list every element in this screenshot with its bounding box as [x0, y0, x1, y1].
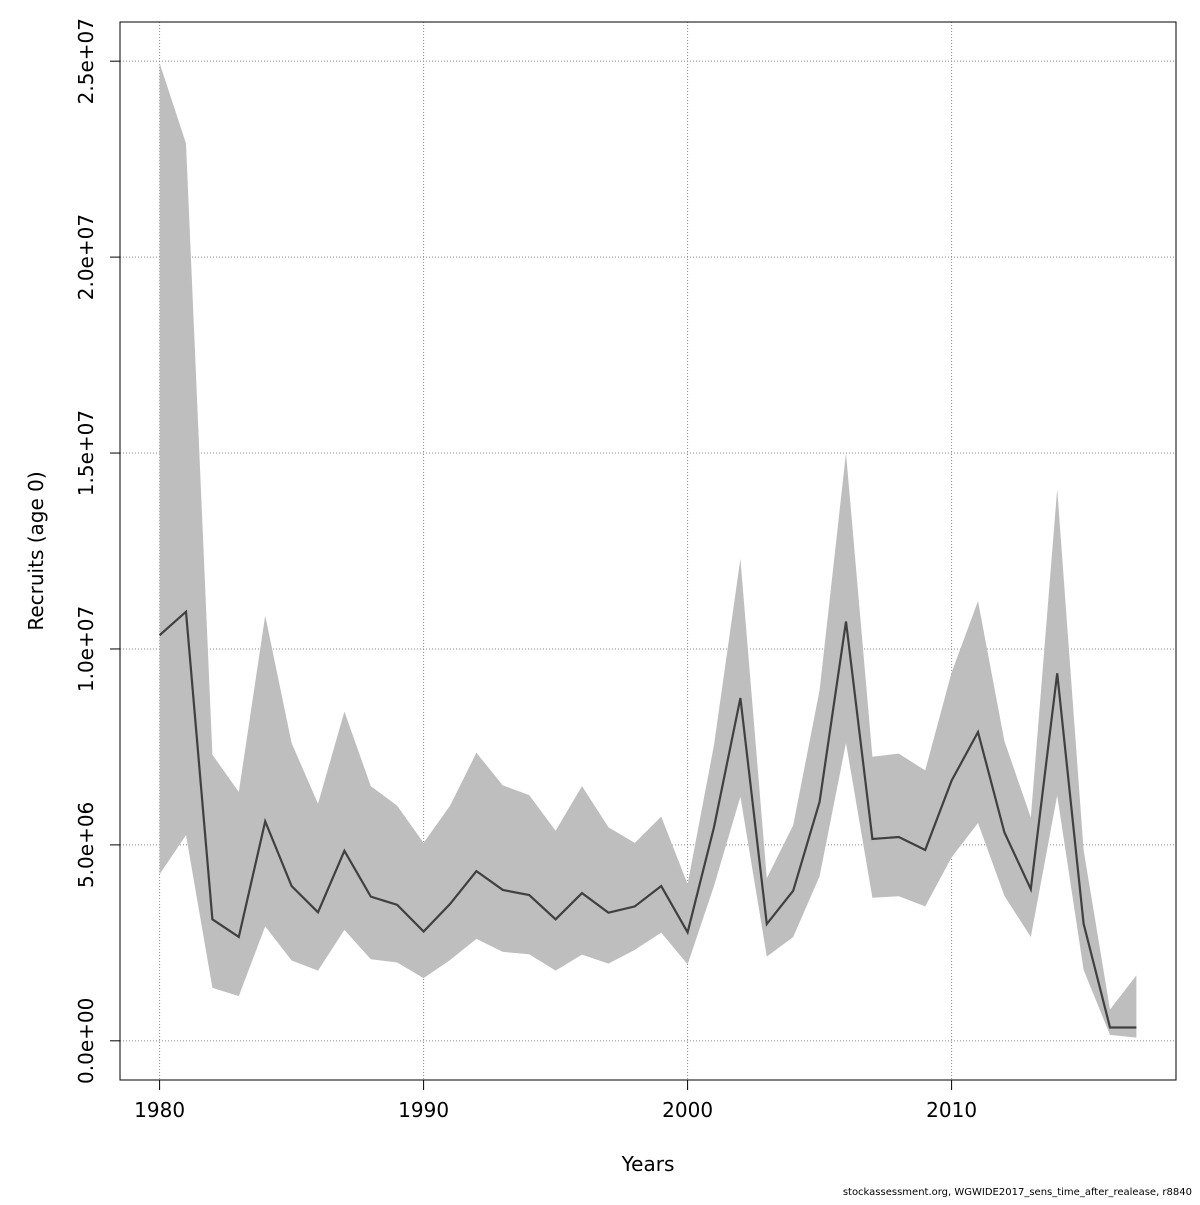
- y-tick-label-0: 0.0e+00: [74, 998, 98, 1084]
- x-axis-title: Years: [621, 1152, 675, 1176]
- x-tick-label-2000: 2000: [662, 1098, 713, 1122]
- estimate-line: [158, 609, 1137, 1029]
- y-tick-label-4: 2.0e+07: [74, 214, 98, 300]
- confidence-band: [159, 63, 1137, 1038]
- estimate-line-layer: [158, 609, 1137, 1029]
- x-tick-label-2010: 2010: [926, 1098, 977, 1122]
- x-tick-label-1980: 1980: [134, 1098, 185, 1122]
- y-axis-title: Recruits (age 0): [24, 471, 48, 630]
- y-tick-label-1: 5.0e+06: [74, 802, 98, 888]
- y-tick-label-5: 2.5e+07: [74, 18, 98, 104]
- confidence-band-layer: [159, 63, 1137, 1038]
- y-tick-label-3: 1.5e+07: [74, 410, 98, 496]
- x-axis: 1980 1990 2000 2010: [134, 1079, 977, 1122]
- y-tick-label-2: 1.0e+07: [74, 606, 98, 692]
- y-axis: 0.0e+00 5.0e+06 1.0e+07 1.5e+07 2.0e+07 2.5e+…: [74, 18, 121, 1084]
- footer-credit: stockassessment.org, WGWIDE2017_sens_tim…: [842, 1187, 1192, 1198]
- x-tick-label-1990: 1990: [398, 1098, 449, 1122]
